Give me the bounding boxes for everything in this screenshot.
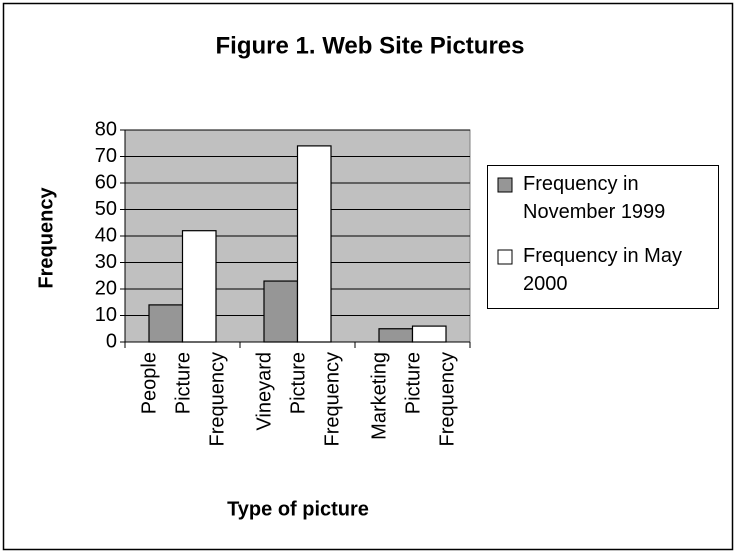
x-tick-label: Frequency — [206, 352, 228, 447]
x-tick-label: Marketing — [368, 352, 390, 440]
y-tick-label: 0 — [106, 330, 117, 352]
x-tick-label: Frequency — [321, 352, 343, 447]
y-axis-label: Frequency — [35, 187, 57, 289]
bar — [181, 230, 217, 343]
y-tick-label: 70 — [95, 145, 117, 167]
chart-title: Figure 1. Web Site Pictures — [216, 32, 525, 59]
x-tick-label: People — [138, 352, 160, 414]
x-tick-label: Picture — [402, 352, 424, 414]
bar — [148, 304, 184, 343]
y-tick-label: 60 — [95, 171, 117, 193]
x-tick-label: Frequency — [436, 352, 458, 447]
x-tick-label: Picture — [287, 352, 309, 414]
bar — [263, 280, 299, 343]
x-tick-label: Vineyard — [253, 352, 275, 431]
legend-swatch — [497, 177, 513, 193]
y-tick-label: 10 — [95, 304, 117, 326]
legend — [487, 165, 719, 309]
legend-label: Frequency in November 1999 — [523, 173, 665, 223]
legend-swatch — [497, 249, 513, 265]
y-tick-label: 40 — [95, 224, 117, 246]
x-tick-label: Picture — [172, 352, 194, 414]
bar — [411, 325, 447, 343]
y-tick-label: 20 — [95, 277, 117, 299]
y-tick-label: 80 — [95, 118, 117, 140]
x-axis-label: Type of picture — [227, 498, 369, 520]
y-tick-label: 30 — [95, 251, 117, 273]
y-tick-label: 50 — [95, 198, 117, 220]
legend-label: Frequency in May 2000 — [523, 245, 688, 295]
bar — [296, 145, 332, 343]
bar — [378, 328, 414, 343]
